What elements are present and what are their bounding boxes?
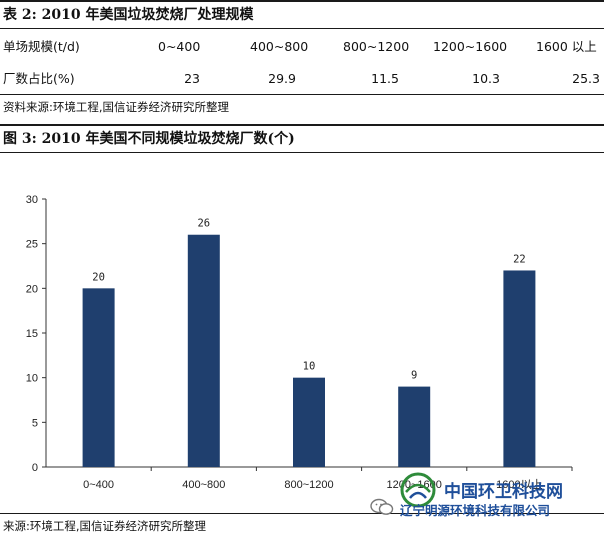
header-label: 单场规模(t/d) xyxy=(3,39,80,54)
bar xyxy=(503,270,536,467)
x-tick-label: 1600以上 xyxy=(496,478,542,491)
data-cell: 23 xyxy=(184,71,200,86)
wechat-icon xyxy=(370,498,394,515)
y-tick-label: 30 xyxy=(26,194,38,206)
y-tick-label: 0 xyxy=(32,462,38,474)
table-caption: 表 2: 2010 年美国垃圾焚烧厂处理规模 xyxy=(0,2,604,28)
table-bottom-rule xyxy=(0,94,604,95)
figure-caption: 图 3: 2010 年美国不同规模垃圾焚烧厂数(个) xyxy=(0,126,604,152)
data-label: 26 xyxy=(197,218,210,230)
data-label: 9 xyxy=(411,370,417,382)
header-cell: 400~800 xyxy=(250,39,309,54)
top-rule xyxy=(0,0,604,2)
x-tick-label: 800~1200 xyxy=(284,479,333,491)
figure-source: 来源:环境工程,国信证券经济研究所整理 xyxy=(3,519,207,533)
caption-rule xyxy=(0,28,604,29)
data-cell: 11.5 xyxy=(371,71,399,86)
data-cell: 10.3 xyxy=(472,71,500,86)
bar-chart: 0 5 10 15 20 25 30 20 0~400 26 400~800 10 800~1200 9 1… xyxy=(26,194,573,491)
data-label: 10 xyxy=(303,361,316,373)
watermark-title: 中国环卫科技网 xyxy=(444,482,563,502)
header-cell: 1200~1600 xyxy=(433,39,508,54)
header-cell: 1600 以上 xyxy=(536,39,597,54)
data-cell: 25.3 xyxy=(572,71,600,86)
table-data-row: 厂数占比(%) 23 29.9 11.5 10.3 25.3 xyxy=(0,68,604,90)
table-header-row: 单场规模(t/d) 0~400 400~800 800~1200 1200~16… xyxy=(0,36,604,58)
watermark-company: 辽宁明源环境科技有限公司 xyxy=(400,503,551,518)
y-tick-label: 5 xyxy=(32,417,38,429)
header-cell: 800~1200 xyxy=(343,39,410,54)
bar xyxy=(82,288,115,467)
row-label: 厂数占比(%) xyxy=(3,71,75,86)
x-tick-label: 0~400 xyxy=(83,479,114,491)
figure-top-rule xyxy=(0,124,604,126)
bar xyxy=(187,234,220,467)
header-cell: 0~400 xyxy=(158,39,201,54)
bar xyxy=(398,386,431,467)
bar xyxy=(293,377,325,467)
figure-caption-rule xyxy=(0,152,604,153)
y-tick-label: 15 xyxy=(26,328,38,340)
data-label: 20 xyxy=(92,271,105,283)
x-tick-label: 400~800 xyxy=(182,479,225,491)
figure-bottom-rule xyxy=(0,513,604,514)
table-source: 资料来源:环境工程,国信证券经济研究所整理 xyxy=(3,100,230,114)
y-tick-label: 25 xyxy=(26,239,38,251)
data-cell: 29.9 xyxy=(268,71,296,86)
y-tick-label: 20 xyxy=(26,283,38,295)
data-label: 22 xyxy=(513,253,526,265)
watermark-logo-icon xyxy=(400,472,436,508)
y-tick-label: 10 xyxy=(26,373,38,385)
